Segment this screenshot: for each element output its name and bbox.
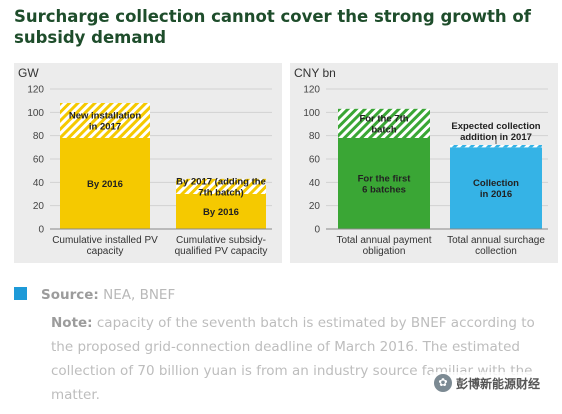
y-tick-label: 120	[27, 85, 44, 96]
segment-label-line: in 2017	[89, 122, 121, 133]
segment-label-line: By 2016	[87, 179, 123, 190]
segment-label: By 2017 (adding the 7th batch)	[176, 176, 266, 198]
segment-label-line: By 2017 (adding the	[176, 176, 266, 187]
category-label-line: Total annual payment	[336, 235, 431, 246]
note-label: Note:	[51, 315, 93, 331]
segment-label-line: New installation	[69, 111, 142, 122]
annotation-label-line: Expected collection	[451, 121, 540, 132]
chart-title: Surcharge collection cannot cover the st…	[14, 7, 531, 47]
y-tick-label: 0	[38, 225, 44, 236]
source-marker-icon	[14, 287, 27, 300]
y-tick-label: 60	[33, 155, 45, 166]
segment-label-line: For the 7th	[359, 113, 408, 124]
segment-label-line: 7th batch)	[198, 187, 243, 198]
note-text: capacity of the seventh batch is estimat…	[51, 315, 535, 403]
watermark-text: 彭博新能源财经	[456, 376, 541, 391]
segment-label-line: Collection	[473, 178, 519, 189]
bar-segment	[450, 145, 542, 148]
y-tick-label: 20	[33, 201, 45, 212]
segment-label: For the first 6 batches	[358, 174, 412, 196]
y-tick-label: 40	[309, 178, 321, 189]
category-label-line: Cumulative subsidy-	[176, 235, 266, 246]
source-text: NEA, BNEF	[98, 287, 176, 303]
bar-segment	[60, 138, 150, 229]
y-unit-label: CNY bn	[294, 66, 336, 80]
source-label: Source:	[41, 287, 99, 303]
y-tick-label: 100	[27, 108, 44, 119]
category-label: Total annual surchage collection	[447, 235, 545, 257]
capacity-chart: GW 0 20 40 60 80 100 120 By 2016 New installation…	[18, 66, 272, 257]
category-label-line: obligation	[363, 246, 406, 257]
y-tick-label: 40	[33, 178, 45, 189]
bar-segment	[176, 194, 266, 229]
bar-segment	[60, 103, 150, 138]
category-label: Total annual payment obligation	[336, 235, 431, 257]
source-line: Source: NEA, BNEF	[14, 287, 554, 303]
segment-label: New installation in 2017	[69, 111, 142, 133]
category-label-line: capacity	[87, 246, 124, 257]
bar-segment	[176, 178, 266, 194]
y-tick-label: 120	[303, 85, 320, 96]
annotation-label: Expected collection addition in 2017	[451, 121, 540, 143]
category-label-line: Total annual surchage	[447, 235, 545, 246]
y-tick-label: 60	[309, 155, 321, 166]
segment-label: By 2016	[203, 207, 239, 218]
category-label-line: Cumulative installed PV	[52, 235, 158, 246]
chart-panel-capacity: GW 0 20 40 60 80 100 120 By 2016 New installation…	[14, 63, 282, 263]
segment-label-line: For the first	[358, 174, 412, 185]
y-unit-label: GW	[18, 66, 39, 80]
y-tick-label: 20	[309, 201, 321, 212]
segment-label-line: 6 batches	[362, 185, 406, 196]
segment-label: By 2016	[87, 179, 123, 190]
category-label: Cumulative installed PV capacity	[52, 235, 158, 257]
y-tick-label: 100	[303, 108, 320, 119]
category-label: Cumulative subsidy-qualified PV capacity	[175, 235, 268, 257]
watermark: ✿ 彭博新能源财经	[430, 372, 545, 394]
y-tick-label: 80	[33, 131, 45, 142]
segment-label: Collection in 2016	[473, 178, 519, 200]
segment-label-line: By 2016	[203, 207, 239, 218]
bar-segment	[338, 108, 430, 138]
subsidy-chart: CNY bn 0 20 40 60 80 100 120 For the first 6 batc…	[294, 66, 548, 257]
segment-label-line: batch	[371, 124, 397, 135]
category-label-line: qualified PV capacity	[175, 246, 268, 257]
annotation-label-line: addition in 2017	[460, 132, 532, 143]
y-tick-label: 0	[314, 225, 320, 236]
bar-segment	[450, 147, 542, 229]
note-paragraph: Note: capacity of the seventh batch is e…	[51, 311, 551, 407]
segment-label-line: in 2016	[480, 189, 512, 200]
bar-segment	[338, 138, 430, 229]
y-tick-label: 80	[309, 131, 321, 142]
category-label-line: collection	[475, 246, 517, 257]
wechat-logo-icon: ✿	[434, 374, 452, 392]
segment-label: For the 7th batch	[359, 113, 408, 135]
chart-panel-subsidy: CNY bn 0 20 40 60 80 100 120 For the first 6 batc…	[290, 63, 558, 263]
